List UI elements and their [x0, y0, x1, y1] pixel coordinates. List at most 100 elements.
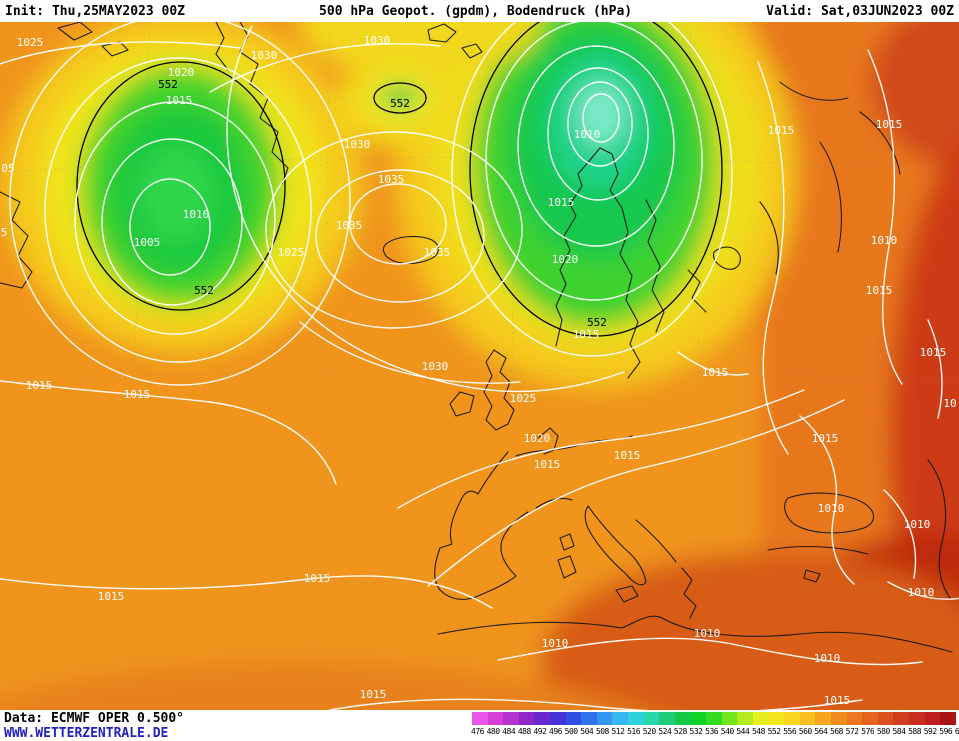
geopotential-contour-label: 552	[587, 316, 607, 329]
pressure-contour-label: 1010	[694, 627, 721, 640]
colorbar-cell	[565, 712, 582, 725]
colorbar-cell	[940, 712, 956, 725]
colorbar-tick-value: 592	[923, 727, 937, 736]
pressure-contour-label: 1030	[251, 49, 278, 62]
pressure-contour-label: 10	[943, 397, 956, 410]
pressure-contour-label: 1025	[17, 36, 44, 49]
pressure-contour-label: 1035	[378, 173, 405, 186]
colorbar-tick-value: 580	[876, 727, 890, 736]
website-label: WWW.WETTERZENTRALE.DE	[4, 726, 169, 741]
pressure-contour-label: 1015	[866, 284, 893, 297]
colorbar-cell	[487, 712, 504, 725]
pressure-contour-label: 1010	[818, 502, 845, 515]
pressure-contour-label: 1015	[124, 388, 151, 401]
colorbar-tick-value: 484	[502, 727, 516, 736]
pressure-contour-label: 1015	[702, 366, 729, 379]
colorbar-ticks: 476 480 484 488 492 496 500 504 508 512 516 520 524 5…	[471, 727, 959, 739]
colorbar-tick-value: 584	[892, 727, 906, 736]
pressure-contour-label: 1020	[524, 432, 551, 445]
pressure-contour-label: 05	[1, 162, 14, 175]
colorbar-cell	[799, 712, 816, 725]
map-canvas: 1025 1030 1030 1020 552 1015 552 1030 05 1035 1010…	[0, 22, 959, 710]
pressure-contour-label: 1030	[422, 360, 449, 373]
colorbar-cell	[643, 712, 660, 725]
pressure-contour-label: 1015	[573, 328, 600, 341]
pressure-contour-label: 1010	[574, 128, 601, 141]
pressure-contour-label: 1015	[920, 346, 947, 359]
colorbar-tick-value: 572	[845, 727, 859, 736]
colorbar-tick-value: 528	[673, 727, 687, 736]
colorbar-cell	[862, 712, 878, 725]
colorbar-cell	[721, 712, 738, 725]
pressure-contour-label: 1010	[542, 637, 569, 650]
colorbar	[472, 712, 956, 725]
pressure-contour-label: 1015	[166, 94, 193, 107]
colorbar-tick-value: 564	[814, 727, 828, 736]
geopotential-contour-label: 552	[390, 97, 410, 110]
coastlines	[0, 22, 953, 653]
colorbar-tick-value: 480	[486, 727, 500, 736]
colorbar-tick-value: 516	[627, 727, 641, 736]
colorbar-tick-value: 552	[767, 727, 781, 736]
colorbar-cell	[768, 712, 785, 725]
colorbar-tick-value: 588	[908, 727, 922, 736]
pressure-contour-label: 1010	[908, 586, 935, 599]
colorbar-tick-value: 512	[611, 727, 625, 736]
pressure-contour-label: 1025	[510, 392, 537, 405]
pressure-contour-label: 1025	[278, 246, 305, 259]
colorbar-cell	[503, 712, 519, 725]
pressure-contour-label: 1015	[98, 590, 125, 603]
pressure-contour-label: 1010	[904, 518, 931, 531]
colorbar-cell	[659, 712, 675, 725]
colorbar-cell	[472, 712, 488, 725]
pressure-contour-label: 1015	[26, 379, 53, 392]
pressure-contour-label: 1035	[424, 246, 451, 259]
map-title: 500 hPa Geopot. (gpdm), Bodendruck (hPa)	[319, 3, 633, 19]
colorbar-cell	[846, 712, 863, 725]
pressure-contour-label: 5	[1, 226, 8, 239]
pressure-contour-label: 1030	[344, 138, 371, 151]
height-contours-552	[76, 22, 723, 337]
pressure-contour-label: 1015	[812, 432, 839, 445]
pressure-contour-label: 1010	[871, 234, 898, 247]
pressure-contour-label: 1015	[360, 688, 387, 701]
pressure-contour-label: 1015	[304, 572, 331, 585]
colorbar-cell	[924, 712, 941, 725]
colorbar-tick-value: 600	[954, 727, 959, 736]
pressure-contour-label: 1035	[336, 219, 363, 232]
pressure-contour-label: 1015	[876, 118, 903, 131]
valid-time-label: Valid: Sat,03JUN2023 00Z	[766, 3, 954, 19]
colorbar-tick-value: 540	[720, 727, 734, 736]
colorbar-cell	[534, 712, 551, 725]
colorbar-cell	[706, 712, 722, 725]
colorbar-cell	[674, 712, 691, 725]
colorbar-tick-value: 568	[830, 727, 843, 736]
colorbar-tick-value: 548	[751, 727, 765, 736]
pressure-contour-label: 1015	[824, 694, 851, 707]
geopotential-contour-label: 552	[158, 78, 178, 91]
pressure-contour-label: 1015	[534, 458, 561, 471]
colorbar-cell	[909, 712, 925, 725]
colorbar-cell	[752, 712, 769, 725]
pressure-contour-label: 1020	[168, 66, 195, 79]
colorbar-cell	[737, 712, 753, 725]
pressure-contour-label: 1010	[183, 208, 210, 221]
colorbar-cell	[877, 712, 894, 725]
pressure-isobars	[0, 22, 959, 710]
colorbar-tick-value: 556	[783, 727, 797, 736]
colorbar-tick-value: 476	[471, 727, 484, 736]
colorbar-cell	[581, 712, 597, 725]
colorbar-tick-value: 544	[736, 727, 750, 736]
data-source-label: Data: ECMWF OPER 0.500°	[4, 711, 185, 726]
pressure-contour-label: 1015	[614, 449, 641, 462]
colorbar-cell	[784, 712, 800, 725]
colorbar-tick-value: 492	[533, 727, 547, 736]
colorbar-tick-value: 576	[861, 727, 875, 736]
colorbar-cell	[690, 712, 707, 725]
colorbar-cell	[628, 712, 644, 725]
colorbar-tick-value: 488	[517, 727, 531, 736]
colorbar-tick-value: 536	[705, 727, 719, 736]
map-footer: Data: ECMWF OPER 0.500° WWW.WETTERZENTRA…	[0, 710, 959, 741]
